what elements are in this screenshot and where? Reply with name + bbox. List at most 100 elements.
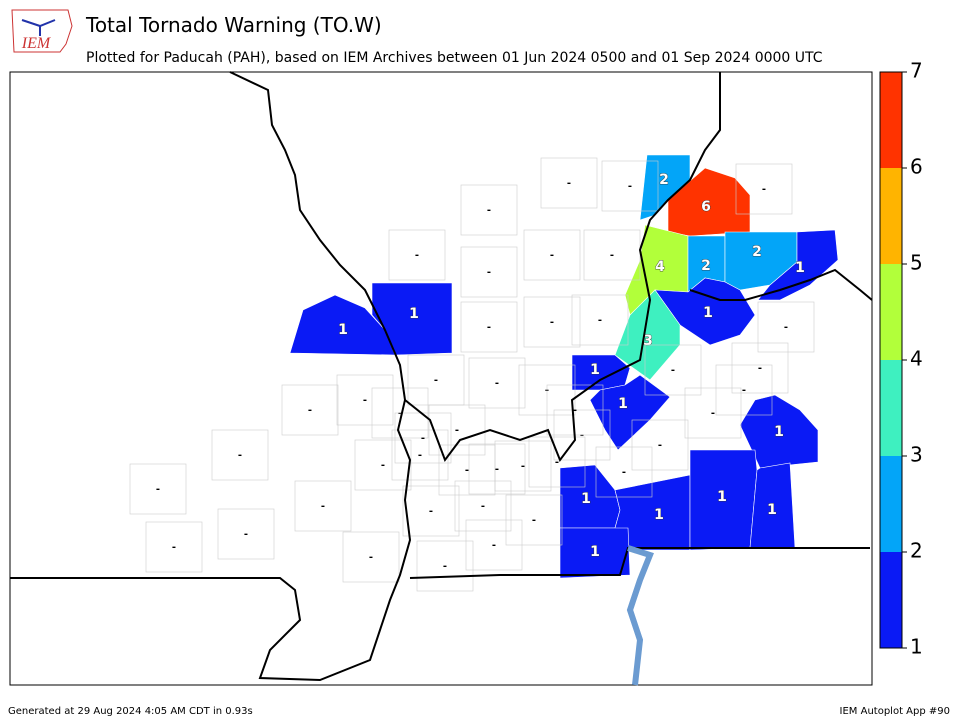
- title: Total Tornado Warning (TO.W): [85, 13, 382, 37]
- county-label: -: [487, 205, 491, 216]
- logo: IEM: [11, 9, 73, 53]
- county-label: -: [398, 408, 402, 419]
- county-label: -: [711, 408, 715, 419]
- county: [402, 485, 460, 537]
- county-label: 1: [774, 424, 784, 440]
- county-label: 2: [659, 172, 669, 188]
- county-label: -: [418, 450, 422, 461]
- state-border: [404, 72, 721, 463]
- county-label: 1: [590, 544, 600, 560]
- county-label: -: [495, 378, 499, 389]
- county: [528, 436, 586, 488]
- county: [336, 374, 394, 426]
- county-label: -: [308, 405, 312, 416]
- county: [523, 229, 581, 281]
- colorbar-segment: [880, 168, 902, 264]
- colorbar-segment: [880, 360, 902, 456]
- county: [468, 357, 526, 409]
- colorbar-tick-label: 5: [910, 251, 923, 275]
- county-label: 1: [618, 396, 628, 412]
- county-label: -: [487, 322, 491, 333]
- county-label: -: [415, 250, 419, 261]
- county-label: -: [573, 405, 577, 416]
- county: [571, 294, 629, 346]
- county-label: 1: [581, 491, 591, 507]
- logo-text: IEM: [21, 35, 52, 52]
- subtitle: Plotted for Paducah (PAH), based on IEM …: [86, 50, 823, 66]
- county: [388, 229, 446, 281]
- colorbar-segment: [880, 552, 902, 648]
- county-label: -: [658, 440, 662, 451]
- county: [281, 384, 339, 436]
- county: [416, 540, 474, 592]
- colorbar-segment: [880, 264, 902, 360]
- county-label: -: [742, 385, 746, 396]
- county: [757, 229, 839, 301]
- county-label: -: [321, 501, 325, 512]
- colorbar-tick-label: 7: [910, 59, 923, 83]
- county-label: 1: [767, 502, 777, 518]
- county-label: -: [156, 484, 160, 495]
- colorbar-tick-label: 4: [910, 347, 923, 371]
- county: [601, 160, 659, 212]
- county-label: 3: [643, 333, 653, 349]
- lake: [626, 545, 654, 686]
- county: [354, 439, 412, 491]
- logo-mark: [21, 19, 56, 36]
- footer-right: IEM Autoplot App #90: [840, 706, 950, 717]
- county: [294, 480, 352, 532]
- county: [438, 444, 496, 496]
- county: [460, 246, 518, 298]
- county: [523, 296, 581, 348]
- county-label: -: [421, 433, 425, 444]
- county-label: -: [762, 184, 766, 195]
- county: [211, 429, 269, 481]
- colorbar-tick-label: 6: [910, 155, 923, 179]
- county-label: -: [244, 529, 248, 540]
- county-label: 1: [717, 489, 727, 505]
- state-border: [689, 268, 873, 301]
- county-label: -: [434, 375, 438, 386]
- county-label: 4: [655, 259, 665, 275]
- county: [715, 364, 773, 416]
- county-label: 1: [795, 260, 805, 276]
- county-label: -: [381, 460, 385, 471]
- county-label: -: [550, 317, 554, 328]
- county-label: 2: [752, 244, 762, 260]
- county-label: -: [610, 250, 614, 261]
- county-label: -: [758, 363, 762, 374]
- county-label: -: [580, 430, 584, 441]
- county-label: -: [550, 250, 554, 261]
- county: [684, 387, 742, 439]
- colorbar-tick-label: 2: [910, 539, 923, 563]
- county-label: -: [487, 267, 491, 278]
- county-label: -: [784, 322, 788, 333]
- county-label: -: [465, 465, 469, 476]
- county-label: -: [492, 540, 496, 551]
- state-border: [10, 71, 412, 682]
- colorbar: 1 2 3 4 5 6 7: [879, 59, 923, 659]
- county: [454, 480, 512, 532]
- county: [217, 508, 275, 560]
- county: [468, 443, 526, 495]
- county: [731, 342, 789, 394]
- logo-outline: [11, 9, 73, 53]
- county-label: -: [495, 464, 499, 475]
- county: [145, 521, 203, 573]
- county-label: 1: [703, 305, 713, 321]
- county-label: 1: [590, 362, 600, 378]
- county-label: -: [555, 457, 559, 468]
- county: [631, 419, 689, 471]
- county-label: -: [567, 178, 571, 189]
- county-label: -: [628, 181, 632, 192]
- county-label: -: [172, 542, 176, 553]
- colorbar-segment: [880, 456, 902, 552]
- map-frame: [9, 71, 873, 686]
- county: [460, 301, 518, 353]
- county-label: -: [521, 461, 525, 472]
- county: [735, 163, 793, 215]
- county: [540, 157, 598, 209]
- county: [757, 301, 815, 353]
- county-label: -: [671, 365, 675, 376]
